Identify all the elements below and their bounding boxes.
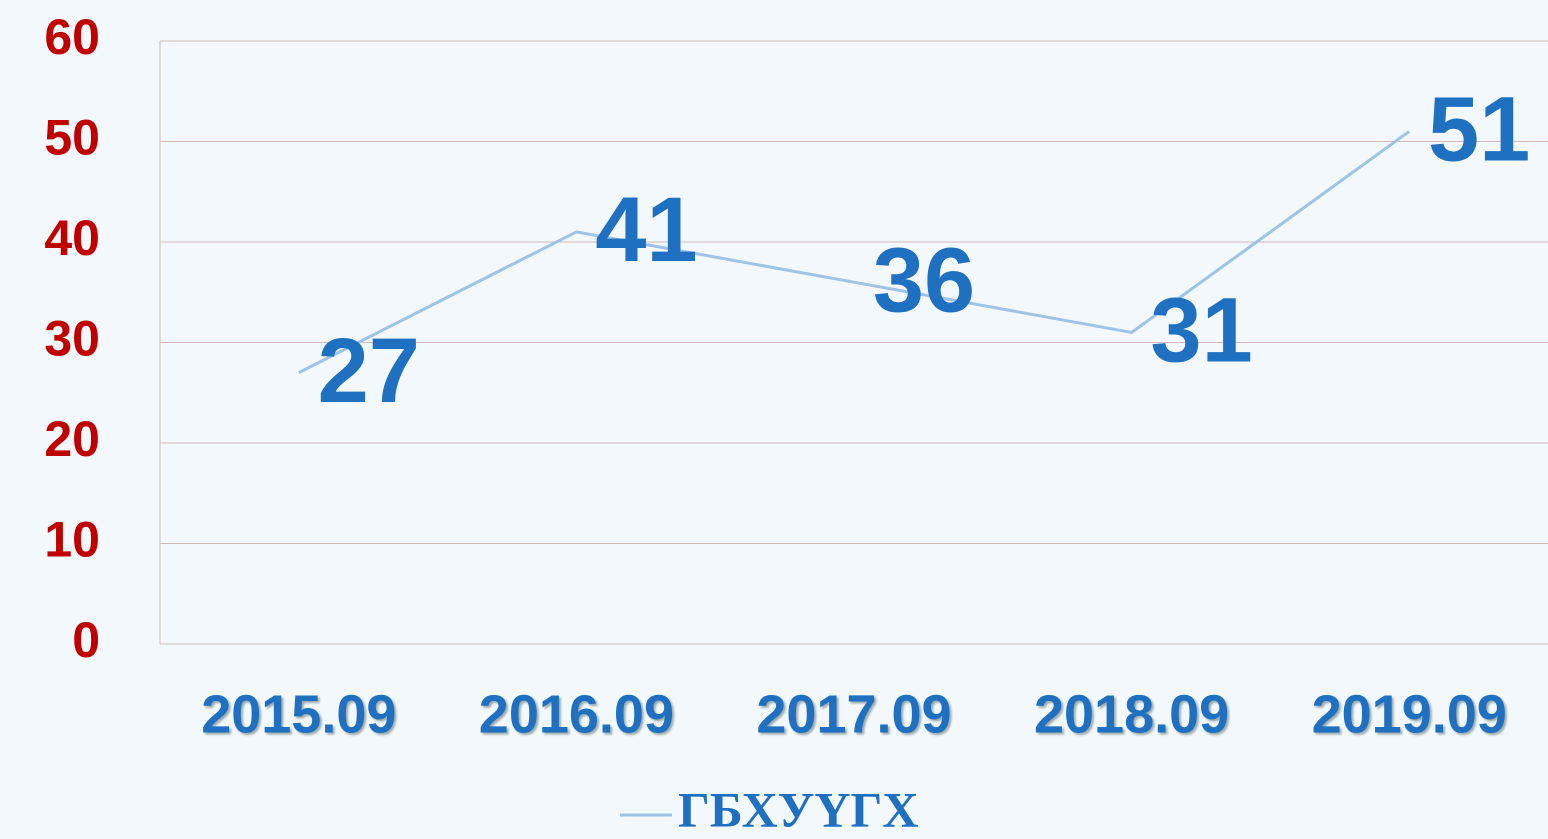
data-label: 27 xyxy=(318,320,420,422)
x-tick-label: 2016.09 xyxy=(479,684,674,744)
x-tick-label: 2019.09 xyxy=(1312,684,1507,744)
data-label: 41 xyxy=(595,179,697,281)
x-tick-label: 2015.09 xyxy=(201,684,396,744)
y-tick-label: 50 xyxy=(44,110,100,166)
legend-label: ГБХУҮГХ xyxy=(678,781,918,837)
data-label: 51 xyxy=(1428,79,1530,181)
y-tick-label: 30 xyxy=(44,311,100,367)
x-tick-label: 2017.09 xyxy=(756,684,951,744)
y-tick-label: 20 xyxy=(44,411,100,467)
y-tick-label: 10 xyxy=(44,512,100,568)
y-tick-label: 0 xyxy=(72,612,100,668)
y-tick-label: 40 xyxy=(44,210,100,266)
data-label: 31 xyxy=(1150,280,1252,382)
series-line xyxy=(298,130,1411,374)
x-tick-label: 2018.09 xyxy=(1034,684,1229,744)
y-tick-label: 60 xyxy=(44,9,100,65)
data-label: 36 xyxy=(873,229,975,331)
